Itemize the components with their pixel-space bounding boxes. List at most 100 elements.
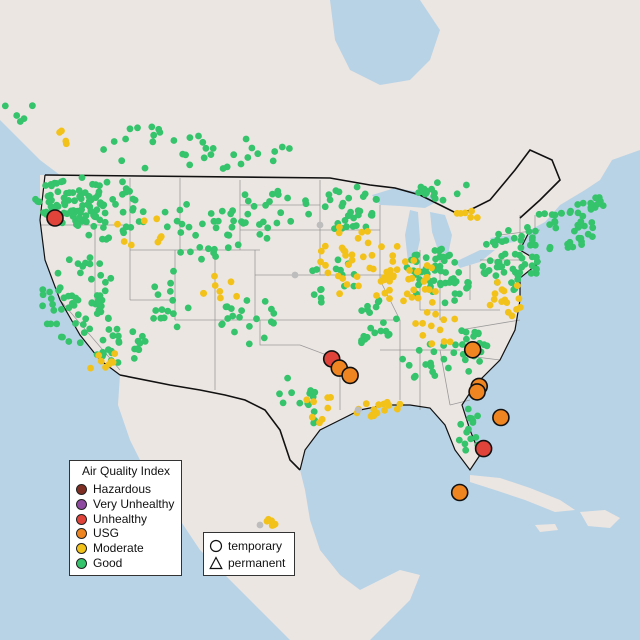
moderate-station-marker bbox=[500, 287, 508, 295]
mexico-landmass bbox=[120, 375, 420, 640]
moderate-station-marker bbox=[396, 400, 404, 408]
elevated-station-marker[interactable] bbox=[492, 408, 510, 427]
good-station-marker bbox=[518, 263, 526, 271]
good-station-marker bbox=[533, 258, 541, 266]
circle-icon bbox=[209, 539, 223, 553]
good-station-marker bbox=[107, 274, 115, 282]
moderate-station-marker bbox=[428, 340, 436, 348]
moderate-station-marker bbox=[216, 288, 224, 295]
good-station-marker bbox=[451, 297, 458, 304]
moderate-station-marker bbox=[410, 257, 418, 264]
good-station-marker bbox=[151, 283, 159, 291]
moderate-station-marker bbox=[87, 364, 94, 372]
moderate-station-marker bbox=[211, 282, 219, 289]
good-station-marker bbox=[243, 297, 251, 304]
good-station-marker bbox=[317, 294, 325, 302]
good-station-marker bbox=[483, 342, 491, 350]
good-station-marker bbox=[472, 434, 480, 441]
hazardous-swatch bbox=[76, 483, 87, 495]
no-data-station-marker bbox=[291, 271, 299, 279]
elevated-station-marker[interactable] bbox=[46, 209, 64, 227]
moderate-station-marker bbox=[406, 267, 413, 274]
good-station-marker bbox=[182, 151, 190, 159]
good-station-marker bbox=[66, 189, 73, 197]
good-station-marker bbox=[584, 230, 592, 238]
good-station-marker bbox=[176, 206, 184, 214]
good-station-marker bbox=[163, 223, 171, 231]
moderate-station-marker bbox=[515, 295, 523, 302]
legend-item-temporary: temporary bbox=[209, 538, 282, 554]
good-station-marker bbox=[227, 210, 235, 218]
moderate-station-marker bbox=[114, 220, 121, 228]
good-station-marker bbox=[122, 188, 130, 196]
good-station-marker bbox=[93, 292, 101, 299]
hispaniola bbox=[580, 510, 620, 528]
legend-item-usg: USG bbox=[76, 526, 119, 540]
good-station-marker bbox=[259, 218, 267, 226]
good-station-marker bbox=[310, 408, 318, 415]
site-type-legend: temporary permanent bbox=[203, 532, 295, 576]
good-station-marker bbox=[228, 223, 236, 231]
good-station-marker bbox=[455, 269, 463, 276]
elevated-station-marker[interactable] bbox=[463, 340, 482, 359]
good-station-marker bbox=[102, 278, 109, 286]
elevated-station-marker[interactable] bbox=[474, 439, 493, 458]
good-station-marker bbox=[431, 247, 439, 254]
moderate-station-marker bbox=[370, 406, 378, 413]
good-station-marker bbox=[413, 251, 421, 259]
good-station-marker bbox=[326, 196, 334, 204]
good-station-marker bbox=[88, 299, 96, 307]
good-station-marker bbox=[461, 356, 469, 364]
good-station-marker bbox=[277, 209, 285, 217]
moderate-station-marker bbox=[513, 306, 520, 313]
good-station-marker bbox=[97, 271, 105, 279]
moderate-station-marker bbox=[389, 252, 397, 260]
moderate-station-marker bbox=[364, 228, 371, 235]
good-station-marker bbox=[445, 364, 452, 372]
moderate-station-marker bbox=[308, 413, 316, 421]
good-station-marker bbox=[150, 315, 158, 322]
good-station-marker bbox=[110, 138, 118, 145]
good-station-marker bbox=[509, 265, 517, 273]
good-station-marker bbox=[170, 137, 178, 144]
good-station-marker bbox=[169, 296, 177, 304]
good-station-marker bbox=[13, 112, 21, 119]
moderate-station-marker bbox=[387, 267, 394, 274]
good-station-marker bbox=[50, 306, 58, 314]
good-station-marker bbox=[305, 210, 312, 218]
good-station-marker bbox=[64, 292, 72, 300]
elevated-station-marker[interactable] bbox=[341, 366, 359, 385]
moderate-station-marker bbox=[380, 276, 388, 284]
good-station-marker bbox=[465, 368, 473, 375]
good-station-marker bbox=[446, 279, 453, 286]
good-station-marker bbox=[209, 145, 217, 152]
good-station-marker bbox=[164, 307, 172, 315]
good-station-marker bbox=[286, 145, 293, 152]
moderate-station-marker bbox=[375, 401, 383, 409]
moderate-station-marker bbox=[436, 326, 444, 334]
moderate-station-marker bbox=[62, 140, 70, 148]
good-station-marker bbox=[199, 138, 207, 146]
good-station-marker bbox=[104, 314, 112, 322]
moderate-station-marker bbox=[211, 272, 218, 280]
good-station-marker bbox=[236, 313, 243, 321]
good-station-marker bbox=[248, 144, 256, 152]
good-station-marker bbox=[471, 328, 479, 336]
good-station-marker bbox=[54, 188, 62, 196]
moderate-station-marker bbox=[322, 261, 329, 269]
good-station-marker bbox=[115, 332, 122, 340]
elevated-station-marker[interactable] bbox=[468, 383, 486, 401]
good-station-marker bbox=[246, 323, 253, 330]
moderate-station-marker bbox=[359, 253, 367, 261]
moderate-station-marker bbox=[321, 242, 329, 250]
good-station-marker bbox=[129, 195, 137, 203]
elevated-station-marker[interactable] bbox=[450, 483, 469, 502]
good-station-marker bbox=[532, 227, 539, 235]
moderate-station-marker bbox=[373, 292, 380, 299]
good-station-marker bbox=[178, 220, 186, 228]
moderate-station-marker bbox=[393, 405, 401, 413]
moderate-station-marker bbox=[310, 398, 317, 406]
good-station-marker bbox=[75, 187, 83, 194]
good-station-marker bbox=[224, 244, 232, 252]
moderate-station-marker bbox=[343, 281, 351, 288]
